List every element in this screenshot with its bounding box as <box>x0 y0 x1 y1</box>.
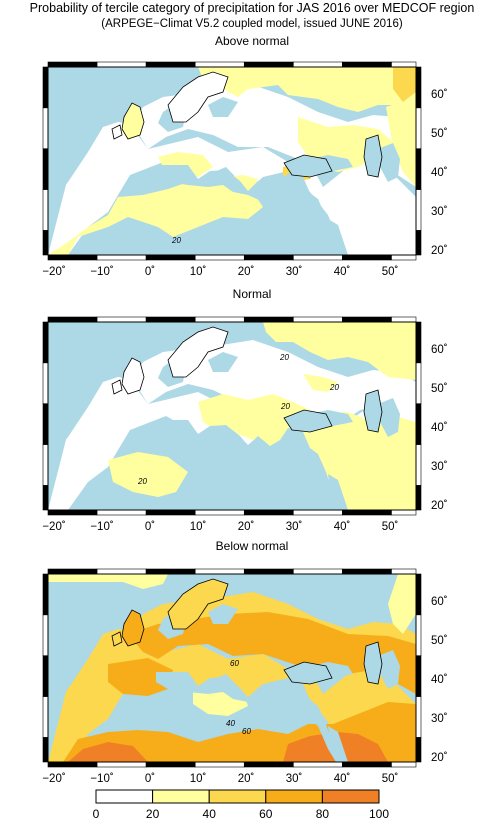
lat-tick-label: 20˚ <box>431 752 448 764</box>
lat-tick-label: 40˚ <box>431 167 448 179</box>
contour-label: 20 <box>279 353 289 362</box>
colorbar-label: 60 <box>259 807 273 821</box>
lat-tick-label: 30˚ <box>431 206 448 218</box>
lat-tick-label: 50˚ <box>431 383 448 395</box>
contour-label: 20 <box>329 383 339 392</box>
lat-tick-label: 50˚ <box>431 635 448 647</box>
contour-label: 20 <box>280 402 290 411</box>
lon-tick-label: 30˚ <box>286 773 303 785</box>
lon-tick-label: 0˚ <box>145 266 155 278</box>
lon-tick-label: 30˚ <box>286 266 303 278</box>
lat-tick-label: 20˚ <box>431 500 448 512</box>
contour-label: 20 <box>137 477 147 486</box>
lon-tick-label: 10˚ <box>190 773 207 785</box>
lon-tick-label: −10˚ <box>90 266 113 278</box>
contour-label: 20 <box>171 236 181 245</box>
lon-tick-label: 40˚ <box>334 521 351 533</box>
lat-tick-label: 60˚ <box>431 344 448 356</box>
map-frame: −20˚ −10˚ 0˚ 10˚ 20˚ 30˚ 40˚ 50˚ 60˚ 50˚ 40˚ 30˚ 20˚ <box>42 568 448 785</box>
lon-tick-label: 0˚ <box>145 521 155 533</box>
map-above-normal: 20 <box>48 67 416 255</box>
panel-title-above: Above normal <box>214 34 290 48</box>
lat-tick-label: 30˚ <box>431 713 448 725</box>
lon-tick-label: 50˚ <box>382 521 399 533</box>
lon-tick-label: 30˚ <box>286 521 303 533</box>
lon-tick-label: 50˚ <box>382 773 399 785</box>
lon-tick-label: 20˚ <box>238 266 255 278</box>
colorbar-swatch <box>208 789 267 804</box>
lat-tick-label: 40˚ <box>431 422 448 434</box>
lon-tick-label: 20˚ <box>238 521 255 533</box>
contour-label: 40 <box>226 719 235 728</box>
lat-tick-label: 40˚ <box>431 674 448 686</box>
colorbar-swatch <box>265 789 323 804</box>
colorbar-label: 20 <box>146 807 160 821</box>
figure-title: Probability of tercile category of preci… <box>29 1 475 15</box>
lon-tick-label: −20˚ <box>42 521 65 533</box>
map-below-normal: 60 40 60 <box>48 574 416 762</box>
map-normal: 20 20 20 20 <box>48 322 416 510</box>
colorbar-swatch <box>321 789 380 804</box>
colorbar-swatch <box>152 789 210 804</box>
lat-tick-label: 60˚ <box>431 89 448 101</box>
lon-tick-label: 20˚ <box>238 773 255 785</box>
lon-tick-label: −20˚ <box>42 266 65 278</box>
lon-tick-label: 50˚ <box>382 266 399 278</box>
colorbar-label: 40 <box>203 807 217 821</box>
colorbar-label: 100 <box>369 807 389 821</box>
colorbar-swatch <box>95 789 154 804</box>
lat-tick-label: 50˚ <box>431 128 448 140</box>
map-frame: −20˚ −10˚ 0˚ 10˚ 20˚ 30˚ 40˚ 50˚ 60˚ 50˚ 40˚ 30˚ 20˚ <box>42 316 448 533</box>
lon-tick-label: −20˚ <box>42 773 65 785</box>
colorbar: 0 20 40 60 80 100 <box>93 789 389 821</box>
figure-subtitle: (ARPEGE−Climat V5.2 coupled model, issue… <box>101 18 403 30</box>
colorbar-label: 0 <box>93 807 100 821</box>
panel-title-normal: Normal <box>232 287 272 301</box>
lon-tick-label: 40˚ <box>334 773 351 785</box>
contour-label: 60 <box>242 727 251 736</box>
colorbar-label: 80 <box>316 807 330 821</box>
lat-tick-label: 20˚ <box>431 245 448 257</box>
lon-tick-label: 10˚ <box>190 521 207 533</box>
map-frame: −20˚ −10˚ 0˚ 10˚ 20˚ 30˚ 40˚ 50˚ 60˚ 50˚ 40˚ 30˚ 20˚ <box>42 61 448 278</box>
lon-tick-label: −10˚ <box>90 521 113 533</box>
contour-label: 60 <box>230 659 239 668</box>
lat-tick-label: 60˚ <box>431 596 448 608</box>
lat-tick-label: 30˚ <box>431 461 448 473</box>
lon-tick-label: 0˚ <box>145 773 155 785</box>
lon-tick-label: −10˚ <box>90 773 113 785</box>
lon-tick-label: 10˚ <box>190 266 207 278</box>
panel-title-below: Below normal <box>215 539 289 553</box>
lon-tick-label: 40˚ <box>334 266 351 278</box>
